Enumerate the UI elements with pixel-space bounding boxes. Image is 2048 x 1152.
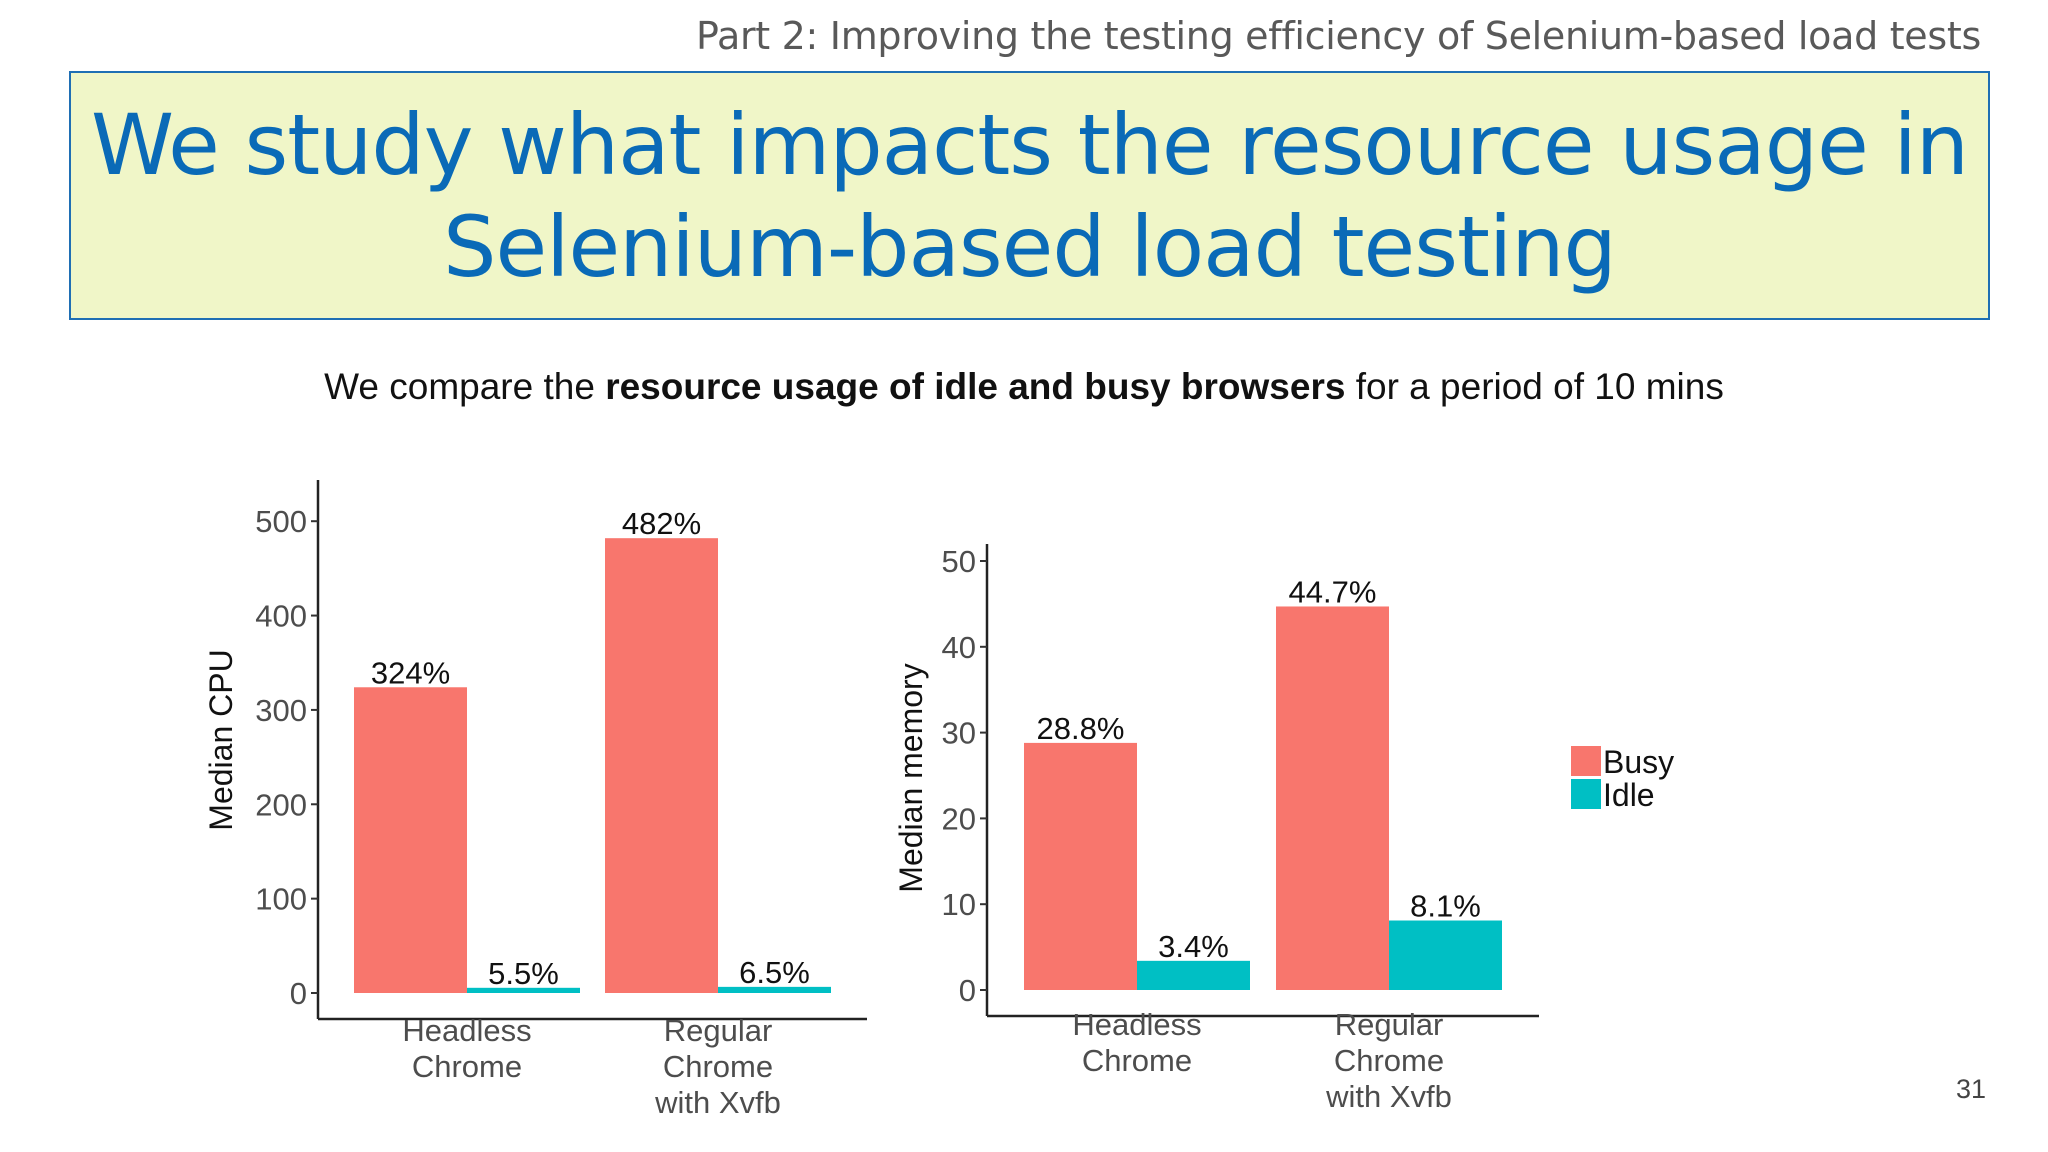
chart1-ytick-label: 100 — [255, 882, 307, 917]
chart2-bar-idle-2 — [1389, 920, 1502, 990]
chart2-data-label-busy-1: 28.8% — [1037, 711, 1125, 746]
chart1-data-label-idle-2: 6.5% — [739, 955, 810, 990]
chart2-bar-busy-2 — [1276, 606, 1389, 990]
chart1-data-label-busy-2: 482% — [622, 506, 701, 541]
chart1-bar-idle-2 — [718, 986, 831, 993]
chart2-category-label: Chrome — [1334, 1043, 1444, 1078]
title-box: We study what impacts the resource usage… — [69, 71, 1990, 320]
chart1-bar-idle-1 — [467, 987, 580, 993]
chart1-category-label: Regular — [664, 1013, 773, 1048]
chart2-bar-busy-1 — [1024, 742, 1137, 990]
chart2-category-label: Chrome — [1082, 1043, 1192, 1078]
slide-title-line2: Selenium-based load testing — [443, 197, 1617, 296]
slide-title: We study what impacts the resource usage… — [90, 94, 1969, 298]
legend-label-idle: Idle — [1603, 777, 1655, 813]
chart2-data-label-idle-2: 8.1% — [1410, 889, 1481, 924]
chart1-ytick-label: 0 — [290, 976, 307, 1011]
chart2-data-label-idle-1: 3.4% — [1158, 929, 1229, 964]
part-header: Part 2: Improving the testing efficiency… — [696, 14, 1981, 58]
chart2-ytick-label: 0 — [959, 973, 976, 1008]
chart1-category-label: Chrome — [663, 1049, 773, 1084]
chart1-ytick-label: 200 — [255, 787, 307, 822]
chart1-bar-busy-2 — [605, 538, 718, 993]
chart1-ylabel: Median CPU — [203, 649, 239, 830]
chart2-data-label-busy-2: 44.7% — [1289, 574, 1377, 609]
chart1-ytick-label: 300 — [255, 693, 307, 728]
legend-label-busy: Busy — [1603, 744, 1674, 780]
slide-subtitle: We compare the resource usage of idle an… — [0, 366, 2048, 408]
chart1-category-label: with Xvfb — [654, 1085, 781, 1120]
chart2-category-label: Headless — [1072, 1007, 1201, 1042]
chart2-bar-idle-1 — [1137, 960, 1250, 990]
page-number: 31 — [1955, 1074, 1986, 1104]
chart1-category-label: Chrome — [412, 1049, 522, 1084]
subtitle-prefix: We compare the — [324, 366, 606, 407]
chart1-data-label-idle-1: 5.5% — [488, 956, 559, 991]
chart1-data-label-busy-1: 324% — [371, 655, 450, 690]
chart2-category-label: Regular — [1335, 1007, 1444, 1042]
chart2-ytick-label: 20 — [942, 801, 976, 836]
chart2-ytick-label: 40 — [942, 630, 976, 665]
chart2-ytick-label: 50 — [942, 544, 976, 579]
chart1-ytick-label: 400 — [255, 599, 307, 634]
chart2-category-label: with Xvfb — [1325, 1079, 1452, 1114]
slide-title-line1: We study what impacts the resource usage… — [90, 95, 1969, 194]
chart2-ytick-label: 30 — [942, 716, 976, 751]
subtitle-suffix: for a period of 10 mins — [1345, 366, 1724, 407]
chart1-ytick-label: 500 — [255, 504, 307, 539]
subtitle-bold: resource usage of idle and busy browsers — [605, 366, 1346, 407]
legend-swatch-busy — [1571, 746, 1601, 776]
legend-swatch-idle — [1571, 779, 1601, 809]
chart2-ylabel: Median memory — [893, 663, 929, 892]
chart1-category-label: Headless — [402, 1013, 531, 1048]
chart1-bar-busy-1 — [354, 687, 467, 993]
chart2-ytick-label: 10 — [942, 887, 976, 922]
